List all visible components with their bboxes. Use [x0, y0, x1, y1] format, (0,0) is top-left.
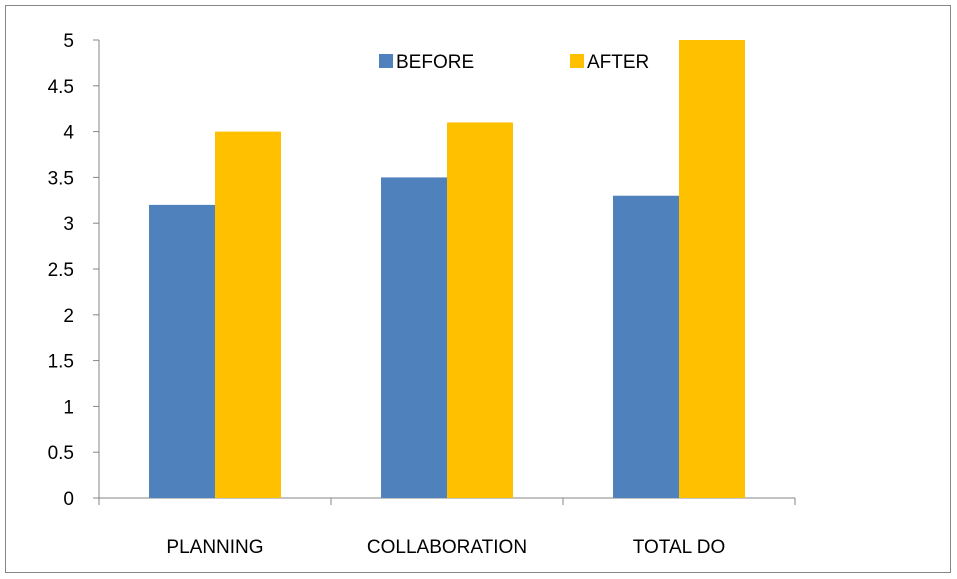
- bar-before-planning: [149, 204, 215, 498]
- x-category-label: TOTAL DO: [633, 537, 726, 558]
- y-tick-label: 4: [63, 123, 74, 144]
- y-tick-label: 1.5: [48, 352, 74, 373]
- bars: [149, 40, 745, 498]
- y-tick-label: 0: [63, 489, 74, 510]
- y-tick-label: 4.5: [48, 77, 74, 98]
- bar-chart: 0 0.5 1 1.5 2 2.5 3 3.5 4 4.5 5 PLANNING COLLABORAT…: [48, 31, 796, 558]
- bar-before-collaboration: [381, 177, 447, 498]
- bar-before-total-do: [613, 195, 679, 498]
- y-axis: 0 0.5 1 1.5 2 2.5 3 3.5 4 4.5 5: [48, 31, 100, 510]
- y-tick-label: 5: [63, 31, 74, 52]
- y-tick-label: 1: [63, 397, 74, 418]
- bar-after-total-do: [679, 40, 745, 498]
- x-category-label: PLANNING: [166, 537, 263, 558]
- bar-after-planning: [215, 131, 281, 498]
- x-category-label: COLLABORATION: [367, 537, 527, 558]
- x-axis: PLANNING COLLABORATION TOTAL DO: [98, 497, 796, 558]
- legend-swatch-before: [379, 54, 393, 68]
- chart-area: 0 0.5 1 1.5 2 2.5 3 3.5 4 4.5 5 PLANNING COLLABORAT…: [5, 5, 951, 573]
- y-tick-label: 2.5: [48, 260, 74, 281]
- y-tick-label: 3: [63, 214, 74, 235]
- y-tick-label: 2: [63, 306, 74, 327]
- bar-after-collaboration: [447, 122, 513, 498]
- legend-label-before: BEFORE: [396, 52, 474, 73]
- legend-label-after: AFTER: [587, 52, 649, 73]
- legend-swatch-after: [570, 54, 584, 68]
- y-tick-label: 0.5: [48, 443, 74, 464]
- y-tick-label: 3.5: [48, 168, 74, 189]
- legend: BEFORE AFTER: [379, 52, 649, 73]
